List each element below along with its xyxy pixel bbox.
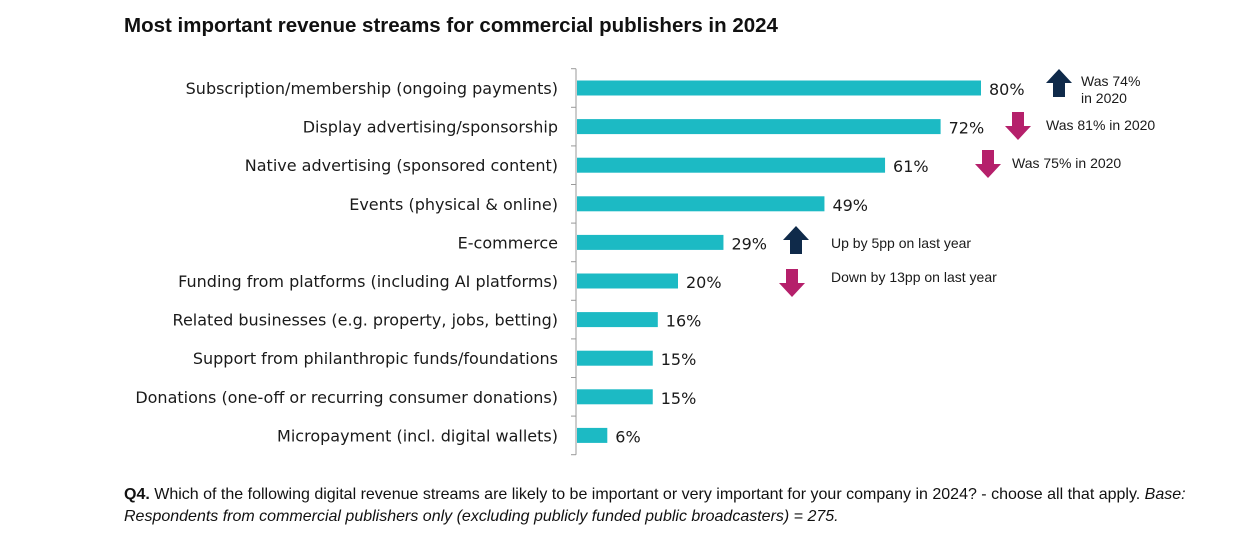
category-label: Subscription/membership (ongoing payment… [186, 79, 558, 98]
category-label: E-commerce [458, 233, 558, 252]
value-label: 20% [686, 273, 722, 292]
footnote-question-label: Q4. [124, 486, 150, 503]
value-label: 16% [666, 312, 702, 331]
value-label: 29% [731, 234, 767, 253]
value-label: 6% [615, 427, 640, 446]
bar [577, 312, 658, 328]
annotation-text: Down by 13pp on last year [831, 269, 997, 285]
bar [577, 80, 981, 96]
bar [577, 427, 608, 443]
value-label: 80% [989, 80, 1025, 99]
bar [577, 157, 886, 173]
annotation-text: Up by 5pp on last year [831, 235, 971, 251]
bar [577, 273, 678, 289]
chart-title: Most important revenue streams for comme… [124, 14, 778, 37]
category-label: Funding from platforms (including AI pla… [178, 272, 558, 291]
value-label: 15% [661, 350, 697, 369]
bar [577, 119, 941, 135]
category-label: Donations (one-off or recurring consumer… [135, 388, 558, 407]
arrow-up-icon [783, 226, 809, 254]
arrow-down-icon [975, 150, 1001, 178]
footnote-question-text: Which of the following digital revenue s… [149, 486, 1145, 503]
value-label: 15% [661, 389, 697, 408]
bar [577, 350, 653, 366]
footnote-base: Base: Respondents from commercial publis… [124, 486, 1186, 525]
value-label: 61% [893, 157, 929, 176]
category-label: Native advertising (sponsored content) [245, 156, 558, 175]
annotation-text: Was 74% [1081, 73, 1140, 89]
value-label: 49% [832, 196, 868, 215]
bar [577, 196, 825, 212]
annotation-text: Was 81% in 2020 [1046, 117, 1155, 133]
annotation-text: in 2020 [1081, 90, 1127, 106]
arrow-up-icon [1046, 69, 1072, 97]
arrow-down-icon [1005, 112, 1031, 140]
bar [577, 389, 653, 405]
arrow-down-icon [779, 269, 805, 297]
category-label: Events (physical & online) [349, 195, 558, 214]
category-label: Support from philanthropic funds/foundat… [193, 349, 558, 368]
footnote: Q4. Which of the following digital reven… [124, 484, 1204, 528]
annotation-text: Was 75% in 2020 [1012, 155, 1121, 171]
category-label: Related businesses (e.g. property, jobs,… [173, 311, 558, 330]
category-label: Micropayment (incl. digital wallets) [277, 426, 558, 445]
category-label: Display advertising/sponsorship [303, 118, 558, 137]
value-label: 72% [949, 119, 985, 138]
bar-chart: Subscription/membership (ongoing payment… [135, 68, 1155, 456]
bar [577, 234, 724, 250]
